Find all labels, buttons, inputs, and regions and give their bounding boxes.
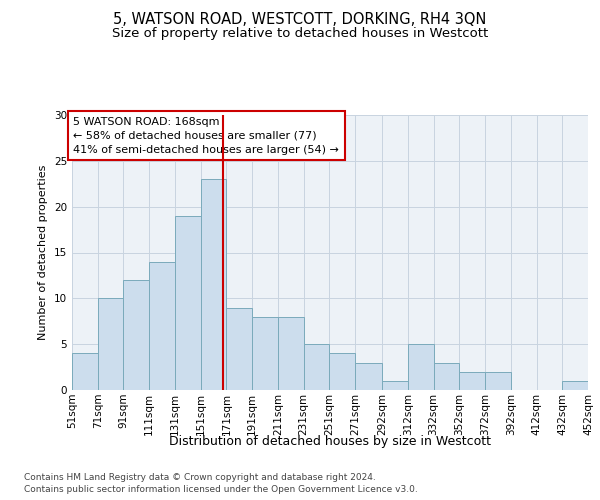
Bar	[329, 354, 355, 390]
Bar	[382, 381, 408, 390]
Bar	[485, 372, 511, 390]
Bar	[434, 362, 460, 390]
Bar	[562, 381, 588, 390]
Bar	[226, 308, 252, 390]
Bar	[98, 298, 124, 390]
Bar	[460, 372, 485, 390]
Bar	[72, 354, 98, 390]
Bar	[200, 179, 226, 390]
Bar	[149, 262, 175, 390]
Bar	[355, 362, 382, 390]
Text: Size of property relative to detached houses in Westcott: Size of property relative to detached ho…	[112, 28, 488, 40]
Text: 5, WATSON ROAD, WESTCOTT, DORKING, RH4 3QN: 5, WATSON ROAD, WESTCOTT, DORKING, RH4 3…	[113, 12, 487, 28]
Text: Contains public sector information licensed under the Open Government Licence v3: Contains public sector information licen…	[24, 485, 418, 494]
Bar	[408, 344, 434, 390]
Text: Distribution of detached houses by size in Westcott: Distribution of detached houses by size …	[169, 435, 491, 448]
Text: 5 WATSON ROAD: 168sqm
← 58% of detached houses are smaller (77)
41% of semi-deta: 5 WATSON ROAD: 168sqm ← 58% of detached …	[73, 117, 339, 155]
Bar	[252, 316, 278, 390]
Bar	[304, 344, 329, 390]
Bar	[124, 280, 149, 390]
Bar	[175, 216, 200, 390]
Bar	[278, 316, 304, 390]
Y-axis label: Number of detached properties: Number of detached properties	[38, 165, 49, 340]
Text: Contains HM Land Registry data © Crown copyright and database right 2024.: Contains HM Land Registry data © Crown c…	[24, 472, 376, 482]
